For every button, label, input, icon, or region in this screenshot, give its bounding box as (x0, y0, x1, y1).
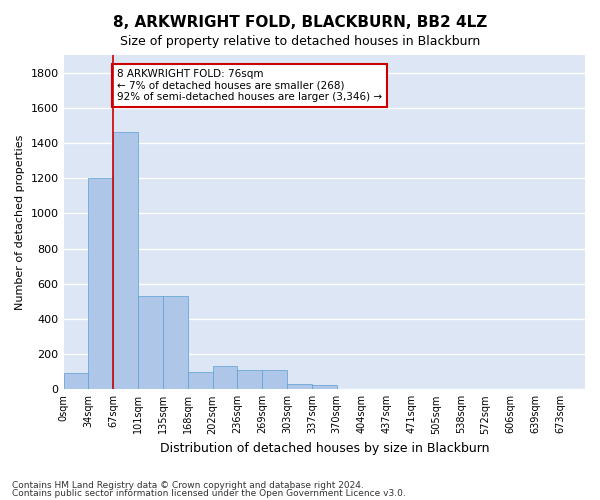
Bar (238, 370, 262, 390)
Bar (163, 296, 188, 390)
Y-axis label: Number of detached properties: Number of detached properties (15, 134, 25, 310)
Text: 8 ARKWRIGHT FOLD: 76sqm
← 7% of detached houses are smaller (268)
92% of semi-de: 8 ARKWRIGHT FOLD: 76sqm ← 7% of detached… (117, 69, 382, 102)
Bar (88, 178, 113, 390)
X-axis label: Distribution of detached houses by size in Blackburn: Distribution of detached houses by size … (160, 442, 489, 455)
Bar (138, 296, 163, 390)
Text: Contains public sector information licensed under the Open Government Licence v3: Contains public sector information licen… (12, 489, 406, 498)
Text: Size of property relative to detached houses in Blackburn: Size of property relative to detached ho… (120, 35, 480, 48)
Text: Contains HM Land Registry data © Crown copyright and database right 2024.: Contains HM Land Registry data © Crown c… (12, 480, 364, 490)
Bar (188, 372, 212, 390)
Text: 8, ARKWRIGHT FOLD, BLACKBURN, BB2 4LZ: 8, ARKWRIGHT FOLD, BLACKBURN, BB2 4LZ (113, 15, 487, 30)
Bar (113, 132, 138, 390)
Bar (287, 384, 312, 390)
Bar (312, 385, 337, 390)
Bar (64, 374, 88, 390)
Bar (212, 366, 238, 390)
Bar (262, 370, 287, 390)
